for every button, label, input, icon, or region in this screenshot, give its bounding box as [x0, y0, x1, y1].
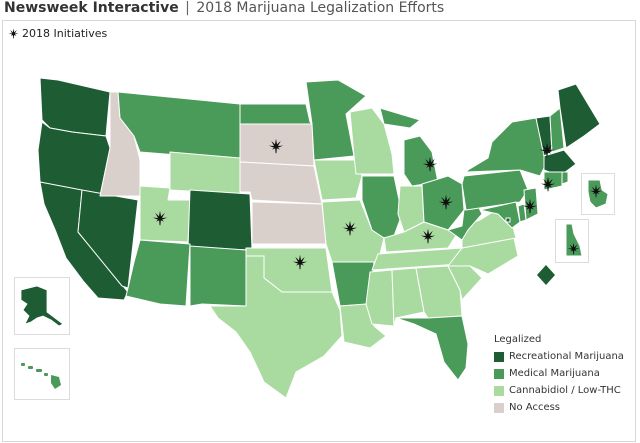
legend-item-no-access[interactable]: No Access [494, 399, 624, 416]
cannabis-leaf-icon [8, 28, 19, 39]
cannabis-leaf-icon [422, 156, 438, 172]
legend-item-medical[interactable]: Medical Marijuana [494, 365, 624, 382]
legend-label: Medical Marijuana [509, 368, 600, 379]
initiatives-label: 2018 Initiatives [22, 27, 108, 40]
state-RI[interactable] [587, 179, 609, 209]
cannabis-leaf-icon [589, 184, 603, 198]
state-NM[interactable] [189, 245, 247, 307]
state-DC[interactable] [537, 265, 555, 285]
legend-item-recreational[interactable]: Recreational Marijuana [494, 348, 624, 365]
dc-inset [535, 263, 557, 289]
state-NE[interactable] [239, 161, 323, 205]
state-RI[interactable] [561, 171, 569, 185]
cannabis-leaf-icon [567, 242, 580, 255]
page-title: Newsweek Interactive | 2018 Marijuana Le… [4, 0, 444, 18]
state-NY[interactable] [465, 117, 547, 177]
cannabis-leaf-icon [539, 142, 555, 158]
legend-item-cbd[interactable]: Cannabidiol / Low-THC [494, 382, 624, 399]
map-subtitle: 2018 Marijuana Legalization Efforts [196, 0, 445, 16]
state-WY[interactable] [169, 151, 241, 195]
state-HI[interactable] [21, 363, 61, 389]
state-IA[interactable] [313, 159, 363, 201]
state-AZ[interactable] [125, 239, 191, 307]
legend-swatch [494, 385, 504, 396]
state-TX[interactable] [209, 255, 343, 399]
state-NJ[interactable] [523, 187, 539, 221]
state-MS[interactable] [365, 269, 395, 327]
legend-label: Recreational Marijuana [509, 351, 624, 362]
delaware-inset [555, 219, 589, 263]
cannabis-leaf-icon [342, 220, 358, 236]
state-DC[interactable] [505, 217, 511, 223]
state-MN[interactable] [305, 79, 367, 161]
state-DE[interactable] [565, 223, 583, 257]
state-WI[interactable] [349, 107, 395, 175]
state-AL[interactable] [391, 267, 425, 327]
legend-label: Cannabidiol / Low-THC [509, 385, 621, 396]
hawaii-inset [14, 348, 70, 400]
state-CO[interactable] [187, 189, 253, 251]
legend: Legalized Recreational Marijuana Medical… [494, 334, 624, 416]
legend-label: No Access [509, 402, 561, 413]
state-NH[interactable] [549, 107, 565, 153]
cannabis-leaf-icon [268, 138, 284, 154]
cannabis-leaf-icon [438, 194, 454, 210]
brand-title: Newsweek Interactive [4, 0, 179, 16]
state-NV[interactable] [77, 189, 139, 289]
initiatives-legend: 2018 Initiatives [8, 27, 107, 40]
state-CT[interactable] [543, 171, 563, 191]
legend-title: Legalized [494, 334, 542, 345]
cannabis-leaf-icon [522, 198, 538, 214]
legend-swatch [494, 402, 504, 413]
state-AK[interactable] [20, 285, 64, 327]
alaska-inset [14, 277, 70, 335]
state-KS[interactable] [251, 201, 327, 245]
state-FL[interactable] [395, 315, 469, 381]
cannabis-leaf-icon [420, 228, 436, 244]
title-separator: | [185, 0, 190, 16]
legend-swatch [494, 351, 504, 362]
state-ME[interactable] [557, 83, 601, 149]
cannabis-leaf-icon [152, 210, 168, 226]
state-MA[interactable] [543, 149, 577, 177]
cannabis-leaf-icon [292, 254, 308, 270]
state-ND[interactable] [239, 103, 313, 125]
cannabis-leaf-icon [540, 176, 556, 192]
state-WA[interactable] [39, 77, 111, 137]
state-UT[interactable] [139, 185, 191, 243]
rhode-island-inset [581, 173, 615, 215]
legend-swatch [494, 368, 504, 379]
state-PA[interactable] [461, 169, 529, 211]
